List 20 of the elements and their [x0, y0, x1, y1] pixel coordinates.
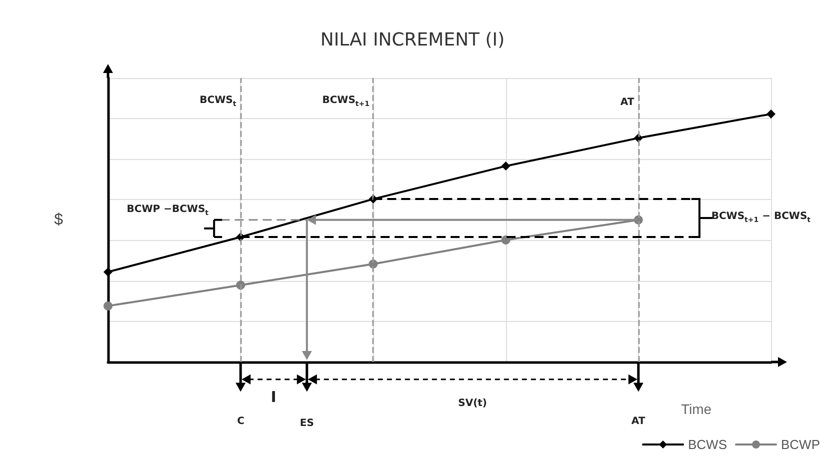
text: I [270, 388, 276, 406]
point [104, 267, 112, 276]
text: AT [620, 96, 634, 109]
text: C [237, 416, 244, 428]
text: BCWS$_{t}$ [200, 95, 236, 110]
text: ES [300, 418, 314, 430]
annotation: BCWS$_{t+1}$ − BCWS$_{t}$ [711, 210, 811, 226]
point [766, 109, 776, 118]
legend-label: BCWS [688, 437, 728, 452]
annotation: BCWP −BCWS$_{t}$ [126, 204, 208, 219]
point [501, 235, 510, 244]
legend-label: BCWP [781, 437, 820, 452]
text: SV(t) [458, 398, 488, 410]
chart-title: NILAI INCREMENT (I) [320, 30, 505, 50]
y-axis-title: $ [54, 212, 64, 228]
text: BCWS$_{t+1}$ [322, 95, 370, 110]
point [104, 301, 112, 310]
x-axis-title: Time [681, 401, 712, 417]
text: AT [631, 416, 646, 428]
point [501, 162, 510, 171]
